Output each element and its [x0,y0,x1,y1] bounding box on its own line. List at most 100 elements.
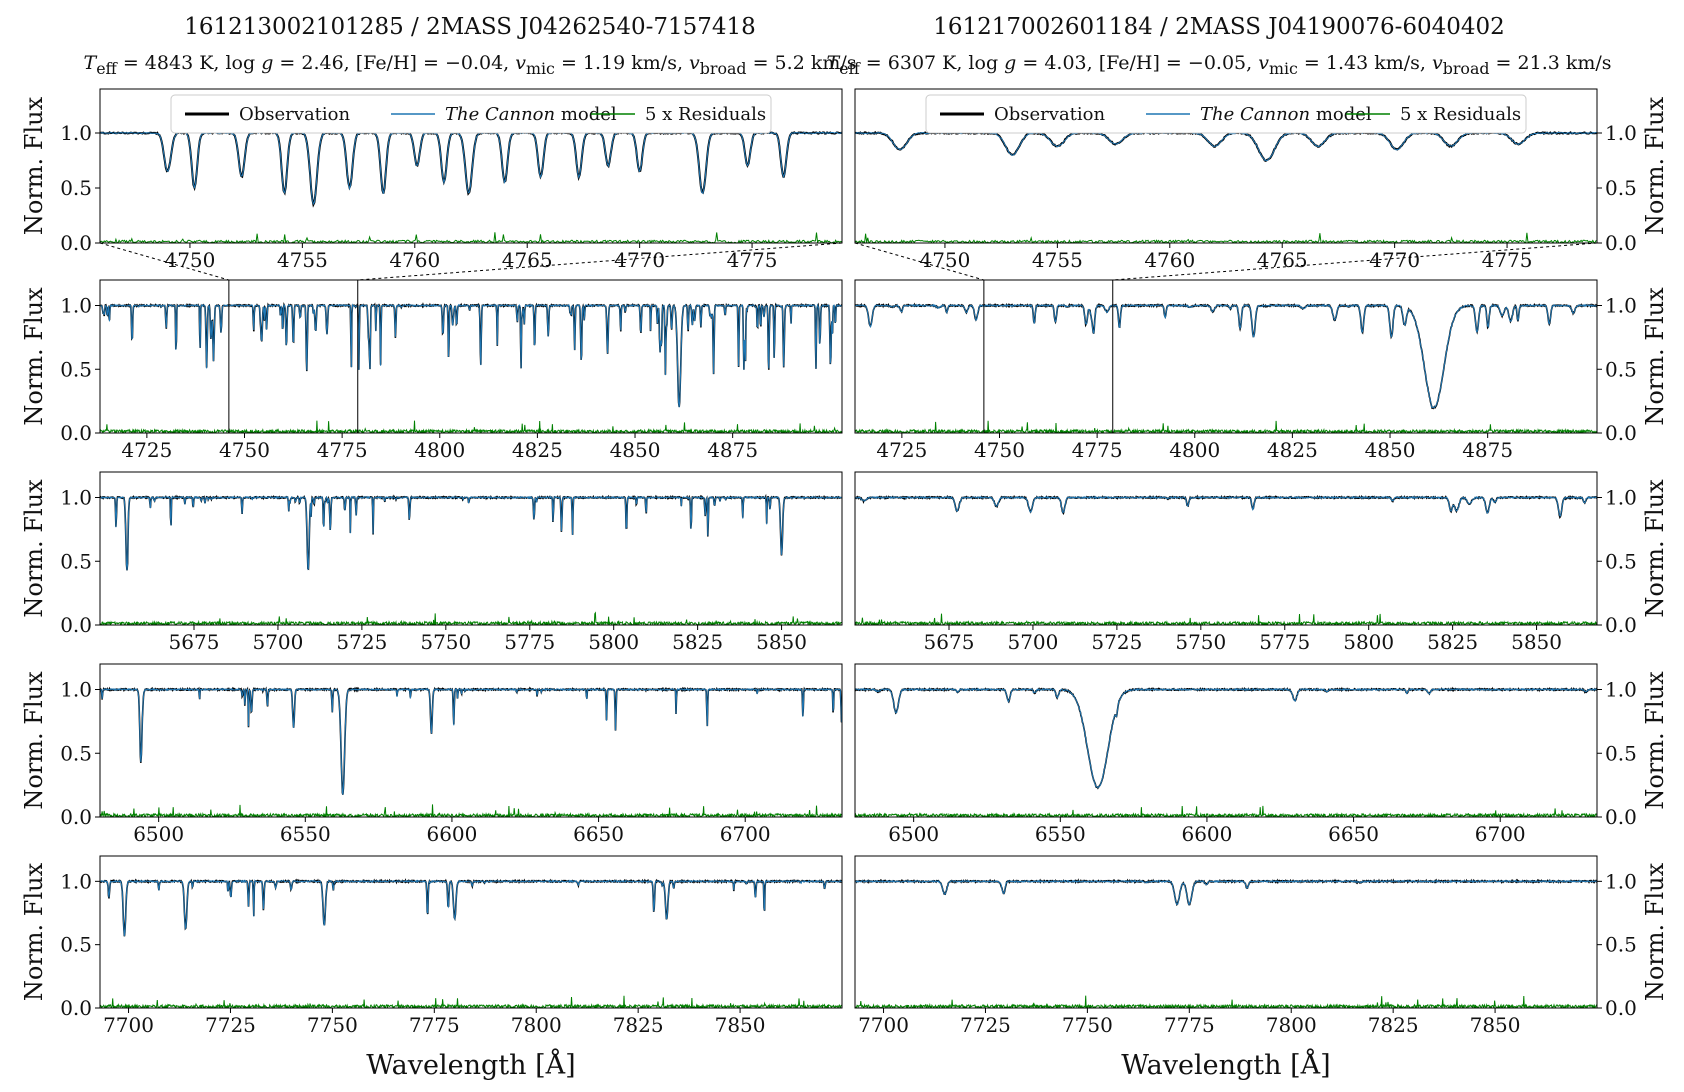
x-tick-label: 5775 [504,630,555,654]
y-tick-label: 0.5 [1605,933,1637,957]
legend-label: 5 x Residuals [645,104,766,125]
x-tick-label: 4760 [389,248,440,272]
x-tick-label: 5700 [1007,630,1058,654]
residuals-line [855,995,1597,1008]
left-title: 161213002101285 / 2MASS J04262540-715741… [184,14,756,40]
model-line [100,687,842,795]
residuals-line [100,420,842,433]
x-tick-label: 4770 [614,248,665,272]
x-tick-label: 4750 [164,248,215,272]
observation-line [855,302,1597,410]
residuals-line [100,995,842,1008]
x-tick-label: 5750 [420,630,471,654]
right-title: 161217002601184 / 2MASS J04190076-604040… [933,14,1505,40]
x-tick-label: 4800 [414,438,465,462]
x-tick-label: 4825 [512,438,563,462]
x-tick-label: 7700 [103,1013,154,1037]
x-tick-label: 5775 [1259,630,1310,654]
y-axis-label: Norm. Flux [1641,671,1669,810]
y-axis-label: Norm. Flux [1641,479,1669,618]
residuals-line [100,611,842,625]
y-tick-label: 0.5 [1605,357,1637,381]
x-tick-label: 4775 [727,248,778,272]
x-tick-label: 5725 [1091,630,1142,654]
x-tick-label: 7775 [1164,1013,1215,1037]
legend-label: The Cannon model [1200,104,1372,125]
x-tick-label: 4760 [1144,248,1195,272]
x-tick-label: 5700 [252,630,303,654]
model-line [100,495,842,571]
x-tick-label: 4850 [610,438,661,462]
panel-left-ir: 7700 7725 7750 7775 7800 7825 7850 0.0 0.5 1.0 Nor… [20,855,843,1081]
x-tick-label: 7725 [205,1013,256,1037]
x-tick-label: 5850 [1511,630,1562,654]
y-tick-label: 0.0 [1605,805,1637,829]
x-tick-label: 6500 [888,822,939,846]
y-axis-label: Norm. Flux [20,479,48,618]
zoom-connector [99,242,230,281]
y-tick-label: 0.0 [1605,421,1637,445]
y-tick-label: 0.5 [1605,176,1637,200]
residuals-line [100,804,842,817]
x-tick-label: 7850 [715,1013,766,1037]
residuals-line [100,232,842,243]
model-line [855,495,1597,517]
panel-right-blue: 4725 4750 4775 4800 4825 4850 4875 0.0 0.5 1.0 Nor… [854,279,1669,462]
panel-left-red: 6500 6550 6600 6650 6700 0.0 0.5 1.0 Norm. Flux [20,663,843,846]
y-tick-label: 1.0 [60,294,92,318]
model-line [100,303,842,408]
model-line [855,131,1597,162]
panel-left-green: 5675 5700 5725 5750 5775 5800 5825 5850 0.0 0.5 1.… [20,471,843,654]
legend-label: Observation [239,104,351,125]
y-tick-label: 1.0 [60,486,92,510]
y-tick-label: 1.0 [1605,678,1637,702]
axes-frame [99,855,843,1009]
x-tick-label: 6700 [720,822,771,846]
legend-label: The Cannon model [445,104,617,125]
observation-line [855,878,1597,907]
x-tick-label: 5825 [1427,630,1478,654]
model-line [100,131,842,206]
y-tick-label: 0.5 [1605,741,1637,765]
model-line [100,879,842,937]
legend-label: Observation [994,104,1106,125]
panel-right-ir: 7700 7725 7750 7775 7800 7825 7850 0.0 0.5 1.0 Nor… [854,855,1669,1081]
right-subtitle: Teff = 6307 K, log g = 4.03, [Fe/H] = −0… [826,52,1612,78]
legend-label: 5 x Residuals [1400,104,1521,125]
x-tick-label: 4775 [1072,438,1123,462]
x-tick-label: 6650 [573,822,624,846]
x-tick-label: 4725 [121,438,172,462]
x-tick-label: 4800 [1169,438,1220,462]
y-tick-label: 1.0 [1605,869,1637,893]
observation-line [100,686,842,795]
panel-right-zoom: 4750 4755 4760 4765 4770 4775 0.0 0.5 1.0 Norm. F… [854,88,1669,272]
x-tick-label: 5675 [169,630,220,654]
panel-left-blue: 4725 4750 4775 4800 4825 4850 4875 0.0 0.5 1.0 Nor… [20,279,843,462]
x-tick-label: 7825 [1368,1013,1419,1037]
legend-box [170,94,772,134]
x-tick-label: 4765 [502,248,553,272]
x-tick-label: 6600 [1181,822,1232,846]
y-tick-label: 0.0 [1605,996,1637,1020]
x-tick-label: 4770 [1369,248,1420,272]
x-tick-label: 4765 [1257,248,1308,272]
axes-frame [99,88,843,244]
y-axis-label: Norm. Flux [20,96,48,235]
x-tick-label: 5675 [924,630,975,654]
residuals-line [855,420,1597,433]
x-tick-label: 5850 [756,630,807,654]
y-tick-label: 0.0 [60,613,92,637]
panel-right-red: 6500 6550 6600 6650 6700 0.0 0.5 1.0 Norm. Flux [854,663,1669,846]
axes-frame [854,88,1598,244]
axes-frame [854,471,1598,626]
y-tick-label: 1.0 [60,869,92,893]
y-axis-label: Norm. Flux [20,862,48,1001]
x-tick-label: 4875 [1462,438,1513,462]
x-tick-label: 4775 [317,438,368,462]
model-line [855,879,1597,906]
residuals-line [855,805,1597,817]
zoom-connector [357,242,843,281]
legend: Observation The Cannon model 5 x Residuals [925,94,1527,134]
x-tick-label: 7850 [1470,1013,1521,1037]
